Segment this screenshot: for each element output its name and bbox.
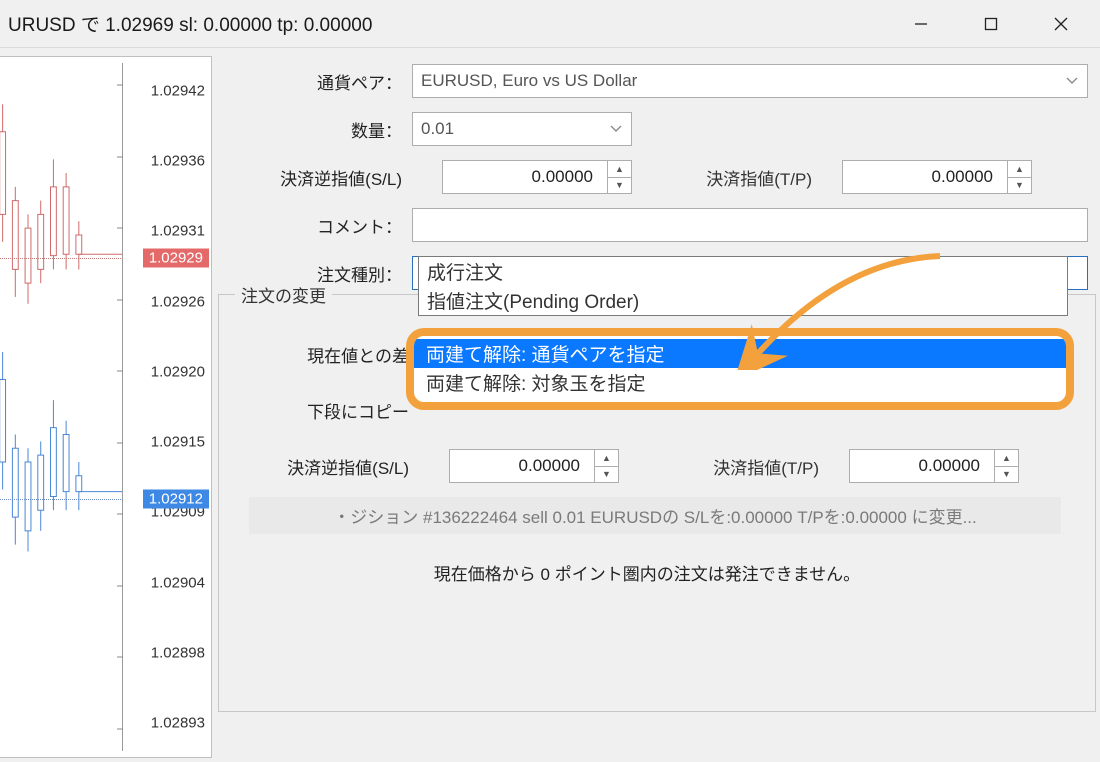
titlebar: URUSD で 1.02969 sl: 0.00000 tp: 0.00000	[0, 0, 1100, 48]
y-axis-label: 1.02893	[151, 715, 205, 732]
bid-price-tag: 1.02912	[143, 490, 209, 509]
chevron-down-icon	[1065, 76, 1079, 86]
group-legend: 注文の変更	[235, 282, 332, 307]
dropdown-item[interactable]: 両建て解除: 通貨ペアを指定	[414, 339, 1066, 368]
dropdown-item[interactable]: 両建て解除: 対象玉を指定	[414, 368, 1066, 397]
copy-label: 下段にコピー	[223, 398, 419, 423]
modify-sl-label: 決済逆指値(S/L)	[223, 454, 419, 479]
y-axis-label: 1.02931	[151, 223, 205, 240]
close-icon	[1053, 16, 1069, 32]
modify-sl-value: 0.00000	[458, 456, 610, 476]
symbol-value: EURUSD, Euro vs US Dollar	[421, 71, 637, 91]
tp-value: 0.00000	[851, 167, 1023, 187]
tp-input[interactable]: 0.00000 ▲▼	[842, 160, 1032, 194]
y-axis-label: 1.02920	[151, 363, 205, 380]
y-axis-label: 1.02926	[151, 293, 205, 310]
spinner-icon[interactable]: ▲▼	[594, 450, 618, 482]
tick-chart: 1.02942 1.02936 1.02931 1.02926 1.02920 1.029…	[0, 56, 212, 758]
minimize-button[interactable]	[886, 2, 956, 46]
ask-price-tag: 1.02929	[143, 248, 209, 267]
y-axis-label: 1.02904	[151, 574, 205, 591]
symbol-select[interactable]: EURUSD, Euro vs US Dollar	[412, 64, 1088, 98]
modify-tp-input[interactable]: 0.00000 ▲▼	[849, 449, 1019, 483]
y-axis-label: 1.02898	[151, 645, 205, 662]
volume-label: 数量：	[234, 117, 412, 142]
y-axis-label: 1.02936	[151, 152, 205, 169]
highlight-callout: 両建て解除: 通貨ペアを指定両建て解除: 対象玉を指定	[406, 328, 1074, 410]
status-line[interactable]: ・ジション #136222464 sell 0.01 EURUSDの S/Lを:…	[249, 497, 1061, 534]
ordertype-dropdown[interactable]: 成行注文指値注文(Pending Order)	[418, 256, 1068, 316]
sl-input[interactable]: 0.00000 ▲▼	[442, 160, 632, 194]
spinner-icon[interactable]: ▲▼	[607, 161, 631, 193]
warning-text: 現在価格から 0 ポイント圏内の注文は発注できません。	[223, 560, 1071, 585]
sl-label: 決済逆指値(S/L)	[234, 165, 412, 190]
order-window: URUSD で 1.02969 sl: 0.00000 tp: 0.00000 …	[0, 0, 1100, 762]
spinner-icon[interactable]: ▲▼	[994, 450, 1018, 482]
symbol-label: 通貨ペア：	[234, 69, 412, 94]
y-axis-label: 1.02915	[151, 434, 205, 451]
dropdown-item[interactable]: 成行注文	[419, 257, 1067, 286]
maximize-icon	[984, 17, 998, 31]
comment-label: コメント：	[234, 213, 412, 238]
spinner-icon[interactable]: ▲▼	[1007, 161, 1031, 193]
modify-tp-label: 決済指値(T/P)	[649, 454, 819, 479]
modify-sl-input[interactable]: 0.00000 ▲▼	[449, 449, 619, 483]
comment-input[interactable]	[412, 208, 1088, 242]
dropdown-item[interactable]: 指値注文(Pending Order)	[419, 286, 1067, 315]
minimize-icon	[914, 17, 928, 31]
volume-input[interactable]: 0.01	[412, 112, 632, 146]
modify-tp-value: 0.00000	[858, 456, 1010, 476]
chevron-down-icon	[609, 124, 623, 134]
tp-label: 決済指値(T/P)	[662, 165, 812, 190]
sl-value: 0.00000	[451, 167, 623, 187]
close-button[interactable]	[1026, 2, 1096, 46]
chart-svg	[0, 63, 122, 751]
y-axis-label: 1.02942	[151, 82, 205, 99]
maximize-button[interactable]	[956, 2, 1026, 46]
volume-value: 0.01	[421, 119, 454, 139]
window-title: URUSD で 1.02969 sl: 0.00000 tp: 0.00000	[8, 10, 886, 37]
diff-label: 現在値との差	[223, 342, 419, 367]
